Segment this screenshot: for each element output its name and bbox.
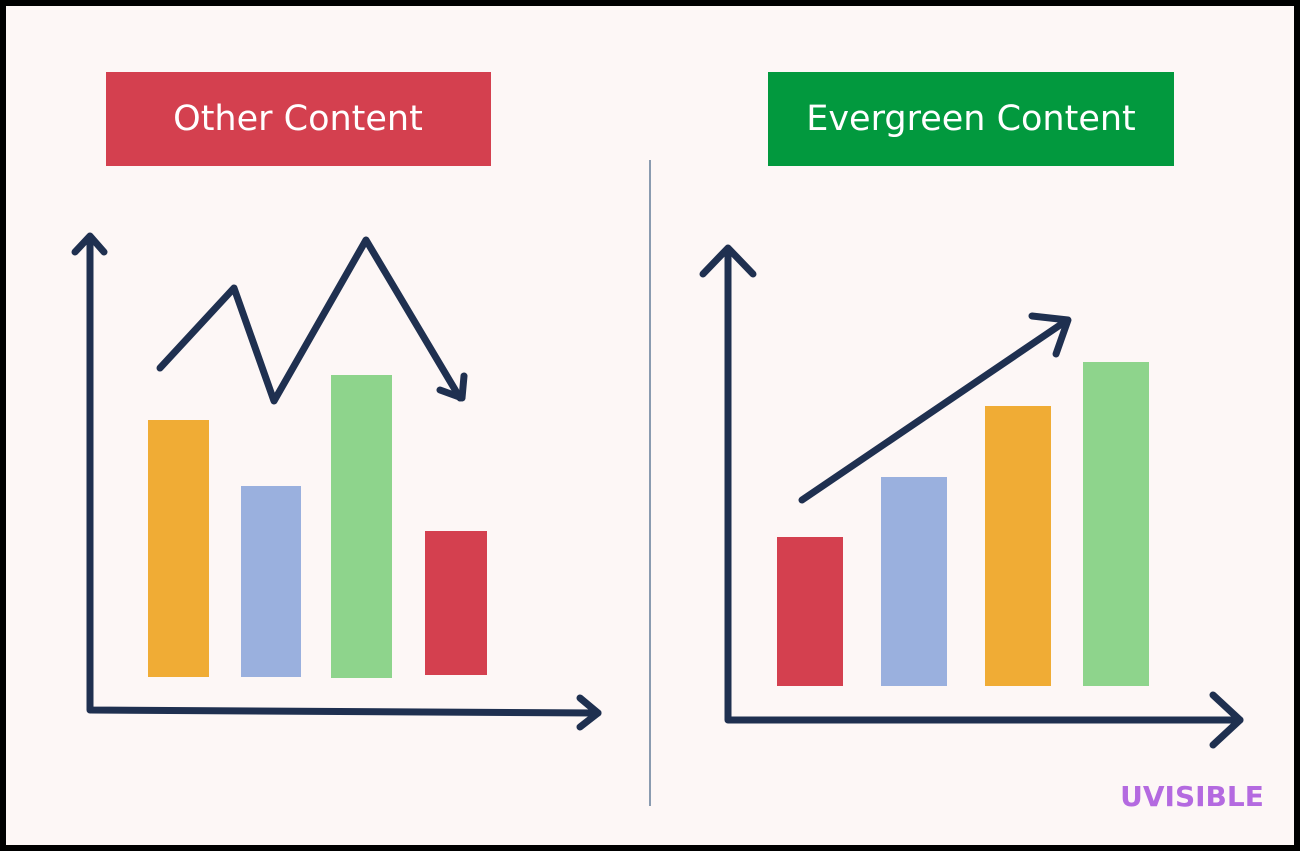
arrowhead (436, 372, 468, 402)
right-chart (699, 244, 1244, 749)
arrowhead (1209, 691, 1244, 749)
trend-line (798, 317, 1070, 504)
bar (881, 477, 947, 686)
logo: UVISIBLE (1120, 780, 1264, 813)
bar (331, 375, 392, 678)
bar (1083, 362, 1149, 686)
left-banner (106, 72, 491, 166)
bar (148, 420, 209, 677)
arrowhead (576, 694, 602, 731)
axes (86, 234, 602, 717)
right-title: Evergreen Content (806, 99, 1136, 139)
bar (241, 486, 301, 677)
right-banner (768, 72, 1174, 166)
bar (777, 537, 843, 686)
arrowhead (1028, 312, 1072, 358)
trend-line (156, 236, 464, 405)
left-chart (71, 232, 602, 731)
left-title: Other Content (173, 99, 423, 139)
bar (425, 531, 487, 675)
axes (724, 246, 1244, 724)
bar (985, 406, 1051, 686)
arrowhead (71, 232, 108, 256)
arrowhead (699, 244, 757, 278)
